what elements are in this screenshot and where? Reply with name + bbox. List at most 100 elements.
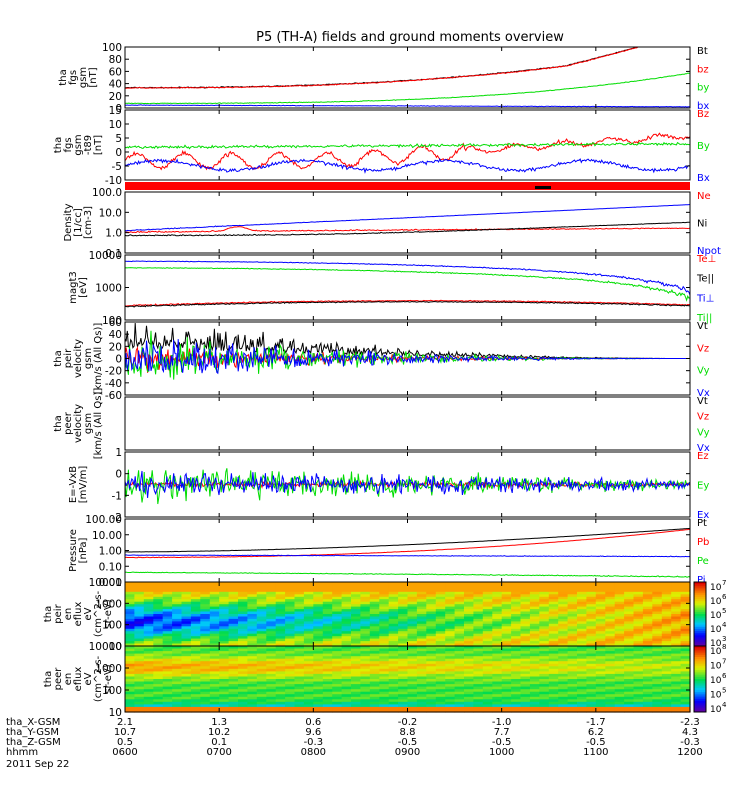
spectrogram-cell bbox=[464, 618, 474, 622]
spectrogram-cell bbox=[661, 636, 672, 640]
spectrogram-cell bbox=[671, 606, 682, 610]
spectrogram-cell bbox=[482, 706, 493, 710]
spectrogram-cell bbox=[125, 594, 135, 598]
spectrogram-cell bbox=[501, 591, 512, 595]
spectrogram-cell bbox=[303, 599, 314, 603]
spectrogram-cell bbox=[190, 628, 201, 632]
spectrogram-cell bbox=[285, 694, 296, 698]
spectrogram-cell bbox=[369, 646, 380, 650]
spectrogram-cell bbox=[492, 689, 503, 693]
spectrogram-cell bbox=[529, 599, 540, 603]
spectrogram-cell bbox=[341, 601, 352, 605]
spectrogram-cell bbox=[624, 596, 635, 600]
spectrogram-cell bbox=[558, 699, 569, 703]
spectrogram-cell bbox=[416, 604, 427, 608]
spectrogram-cell bbox=[228, 621, 239, 625]
spectrogram-cell bbox=[624, 671, 635, 675]
spectrogram-cell bbox=[162, 684, 173, 688]
spectrogram-cell bbox=[473, 594, 484, 598]
spectrogram-cell bbox=[454, 666, 465, 670]
spectrogram-cell bbox=[558, 599, 569, 603]
spectrogram-cell bbox=[313, 699, 324, 703]
spectrogram-cell bbox=[200, 596, 211, 600]
spectrogram-cell bbox=[134, 663, 145, 667]
spectrogram-cell bbox=[426, 684, 437, 688]
spectrogram-cell bbox=[407, 582, 418, 586]
spectrogram-cell bbox=[303, 673, 314, 677]
spectrogram-cell bbox=[501, 689, 512, 693]
spectrogram-cell bbox=[680, 643, 691, 647]
spectrogram-cell bbox=[435, 633, 446, 637]
spectrogram-cell bbox=[369, 589, 380, 593]
spectrogram-cell bbox=[294, 636, 305, 640]
spectrogram-cell bbox=[605, 611, 616, 615]
spectrogram-cell bbox=[633, 696, 644, 700]
y-tick-label: -20 bbox=[105, 366, 122, 378]
spectrogram-cell bbox=[285, 689, 296, 693]
spectrogram-cell bbox=[671, 601, 682, 605]
spectrogram-cell bbox=[322, 623, 333, 627]
spectrogram-cell bbox=[605, 621, 616, 625]
spectrogram-cell bbox=[134, 594, 145, 598]
spectrogram-cell bbox=[407, 606, 418, 610]
spectrogram-cell bbox=[464, 611, 474, 615]
spectrogram-cell bbox=[303, 653, 314, 657]
spectrogram-cell bbox=[454, 621, 465, 625]
spectrogram-cell bbox=[426, 679, 437, 683]
spectrogram-cell bbox=[633, 636, 644, 640]
spectrogram-cell bbox=[200, 686, 211, 690]
spectrogram-cell bbox=[426, 666, 437, 670]
spectrogram-cell bbox=[219, 709, 230, 713]
ephemeris-value: -2.3 bbox=[680, 717, 700, 728]
spectrogram-cell bbox=[407, 621, 418, 625]
spectrogram-cell bbox=[435, 709, 446, 713]
spectrogram-cell bbox=[266, 601, 277, 605]
spectrogram-cell bbox=[341, 658, 352, 662]
spectrogram-cell bbox=[200, 696, 211, 700]
spectrogram-cell bbox=[322, 636, 333, 640]
spectrogram-cell bbox=[426, 661, 437, 665]
spectrogram-cell bbox=[661, 586, 672, 590]
spectrogram-cell bbox=[511, 621, 522, 625]
spectrogram-cell bbox=[266, 694, 277, 698]
spectrogram-cell bbox=[482, 596, 493, 600]
spectrogram-cell bbox=[228, 673, 239, 677]
spectrogram-cell bbox=[200, 656, 211, 660]
spectrogram-cell bbox=[454, 628, 465, 632]
spectrogram-cell bbox=[539, 656, 550, 660]
spectrogram-cell bbox=[247, 584, 258, 588]
spectrogram-cell bbox=[134, 651, 145, 655]
spectrogram-cell bbox=[614, 623, 625, 627]
spectrogram-cell bbox=[200, 601, 211, 605]
spectrogram-cell bbox=[134, 643, 145, 647]
spectrogram-cell bbox=[341, 661, 352, 665]
spectrogram-cell bbox=[539, 673, 550, 677]
spectrogram-cell bbox=[680, 684, 691, 688]
spectrogram-cell bbox=[454, 656, 465, 660]
colorbar-segment bbox=[694, 596, 706, 600]
spectrogram-cell bbox=[633, 638, 644, 642]
spectrogram-cell bbox=[511, 638, 522, 642]
spectrogram-cell bbox=[680, 668, 691, 672]
spectrogram-cell bbox=[577, 643, 587, 647]
spectrogram-cell bbox=[680, 709, 691, 713]
spectrogram-cell bbox=[492, 636, 503, 640]
spectrogram-cell bbox=[369, 584, 380, 588]
y-tick-label: 10 bbox=[109, 119, 122, 131]
spectrogram-cell bbox=[303, 606, 314, 610]
spectrogram-cell bbox=[181, 633, 192, 637]
spectrogram-cell bbox=[172, 701, 183, 705]
spectrogram-cell bbox=[209, 668, 220, 672]
spectrogram-cell bbox=[416, 653, 427, 657]
spectrogram-cell bbox=[313, 684, 324, 688]
spectrogram-cell bbox=[162, 686, 173, 690]
y-tick-label: 80 bbox=[109, 54, 122, 66]
spectrogram-cell bbox=[172, 611, 183, 615]
spectrogram-cell bbox=[294, 594, 305, 598]
spectrogram-cell bbox=[492, 666, 503, 670]
spectrogram-cell bbox=[492, 633, 503, 637]
spectrogram-cell bbox=[577, 679, 587, 683]
spectrogram-cell bbox=[153, 641, 164, 645]
spectrogram-cell bbox=[445, 694, 456, 698]
spectrogram-cell bbox=[586, 686, 597, 690]
